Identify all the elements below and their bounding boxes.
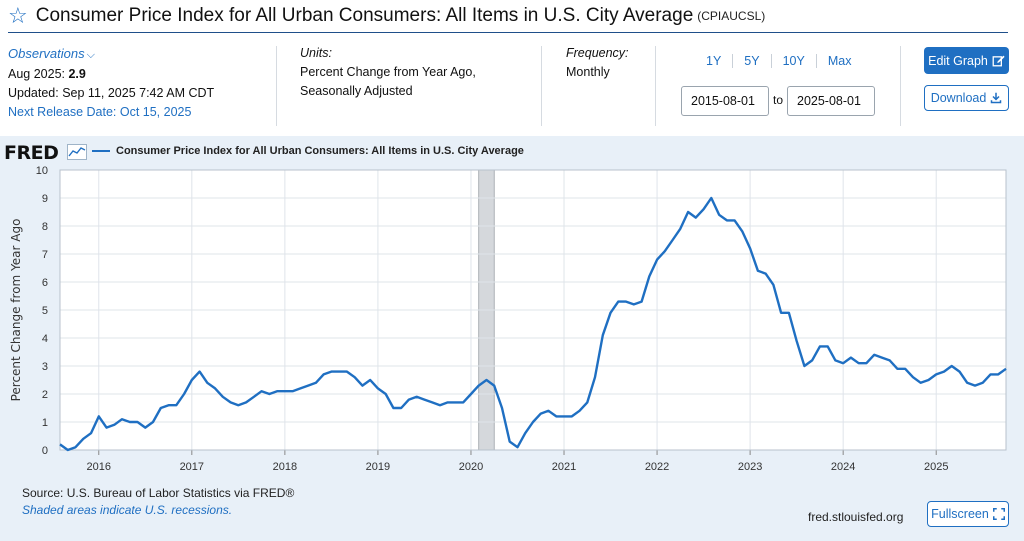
range-10y-button[interactable]: 10Y (772, 54, 817, 68)
y-tick-label: 8 (42, 221, 48, 233)
latest-value: 2.9 (68, 67, 86, 81)
x-tick-label: 2016 (87, 461, 111, 473)
units-label: Units: (300, 46, 332, 60)
units-column: Units: Percent Change from Year Ago, Sea… (300, 44, 476, 101)
edit-icon (992, 55, 1005, 67)
next-release-link[interactable]: Next Release Date: Oct 15, 2025 (8, 105, 192, 119)
series-code: (CPIAUCSL) (697, 9, 766, 23)
edit-graph-label: Edit Graph (928, 53, 988, 68)
fullscreen-button[interactable]: Fullscreen (927, 501, 1009, 527)
star-icon[interactable]: ☆ (8, 3, 28, 28)
source-note: Source: U.S. Bureau of Labor Statistics … (22, 486, 295, 500)
divider (900, 46, 901, 126)
chevron-down-icon: ⌵ (86, 49, 95, 61)
expand-icon (992, 508, 1005, 520)
range-1y-button[interactable]: 1Y (695, 54, 734, 68)
fred-logo-text: FRED (4, 142, 59, 164)
x-tick-label: 2019 (366, 461, 390, 473)
page-title: Consumer Price Index for All Urban Consu… (35, 5, 694, 26)
y-tick-label: 3 (42, 361, 48, 373)
divider (276, 46, 277, 126)
y-tick-label: 10 (36, 165, 48, 177)
download-label: Download (930, 91, 987, 105)
start-date-input[interactable] (681, 86, 769, 116)
series-info: Observations ⌵ Aug 2025: 2.9 Updated: Sep… (0, 40, 1024, 132)
x-tick-label: 2024 (831, 461, 855, 473)
observations-toggle[interactable]: Observations ⌵ (8, 44, 214, 65)
frequency-value: Monthly (566, 65, 610, 79)
y-tick-label: 2 (42, 389, 48, 401)
chart-legend: Consumer Price Index for All Urban Consu… (92, 145, 524, 157)
divider (541, 46, 542, 126)
recession-note: Shaded areas indicate U.S. recessions. (22, 503, 233, 517)
y-tick-label: 0 (42, 445, 48, 457)
frequency-column: Frequency: Monthly (566, 44, 629, 82)
series-line (59, 196, 1007, 452)
fullscreen-label: Fullscreen (931, 507, 989, 521)
y-tick-label: 5 (42, 305, 48, 317)
x-tick-label: 2025 (924, 461, 948, 473)
line-chart-icon (67, 144, 87, 160)
download-icon (991, 92, 1002, 104)
fred-logo[interactable]: FRED (4, 142, 59, 164)
title-divider (8, 32, 1008, 33)
y-tick-label: 6 (42, 277, 48, 289)
frequency-label: Frequency: (566, 46, 629, 60)
site-url: fred.stlouisfed.org (808, 510, 904, 524)
range-5y-button[interactable]: 5Y (733, 54, 772, 68)
x-tick-label: 2021 (552, 461, 576, 473)
y-tick-label: 4 (42, 333, 48, 345)
y-tick-label: 9 (42, 193, 48, 205)
range-max-button[interactable]: Max (827, 54, 852, 68)
observations-label: Observations (8, 46, 85, 61)
date-separator: to (773, 93, 784, 107)
y-tick-label: 1 (42, 417, 48, 429)
legend-swatch (92, 150, 110, 152)
x-tick-label: 2023 (738, 461, 762, 473)
units-line-1: Percent Change from Year Ago, (300, 65, 476, 79)
x-tick-label: 2020 (459, 461, 483, 473)
updated-text: Updated: Sep 11, 2025 7:42 AM CDT (8, 86, 215, 100)
edit-graph-button[interactable]: Edit Graph (924, 47, 1009, 74)
download-button[interactable]: Download (924, 85, 1009, 111)
y-axis-label: Percent Change from Year Ago (9, 219, 23, 402)
latest-date: Aug 2025: (8, 67, 65, 81)
x-tick-label: 2022 (645, 461, 669, 473)
divider (655, 46, 656, 126)
units-line-2: Seasonally Adjusted (300, 84, 413, 98)
y-tick-label: 7 (42, 249, 48, 261)
observations-column: Observations ⌵ Aug 2025: 2.9 Updated: Sep… (8, 44, 214, 122)
x-tick-label: 2017 (180, 461, 204, 473)
title-bar: ☆ Consumer Price Index for All Urban Con… (0, 0, 1024, 32)
legend-label: Consumer Price Index for All Urban Consu… (116, 145, 524, 157)
plot-border (59, 169, 1007, 451)
date-range-buttons: 1Y 5Y 10Y Max (695, 54, 862, 68)
x-tick-label: 2018 (273, 461, 297, 473)
latest-observation: Aug 2025: 2.9 (8, 65, 214, 84)
end-date-input[interactable] (787, 86, 875, 116)
cpi-line-chart: 0 1 2 3 4 5 6 7 8 9 10 2016 2017 2018 2019 2020 2021 2022… (9, 165, 1007, 473)
